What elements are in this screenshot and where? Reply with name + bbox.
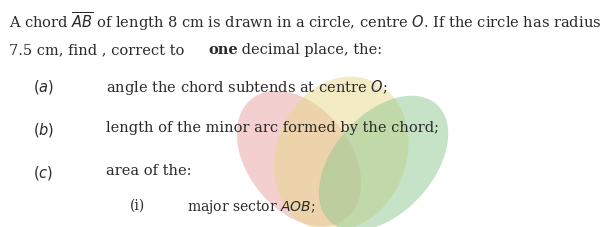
Text: angle the chord subtends at centre $O$;: angle the chord subtends at centre $O$; <box>106 77 388 96</box>
Ellipse shape <box>237 91 361 226</box>
Text: 7.5 cm, find , correct to: 7.5 cm, find , correct to <box>9 43 189 57</box>
Text: $(a)$: $(a)$ <box>33 77 54 95</box>
Text: (i): (i) <box>130 197 145 211</box>
Text: major sector $AOB$;: major sector $AOB$; <box>187 197 316 215</box>
Text: area of the:: area of the: <box>106 163 191 177</box>
Text: $(c)$: $(c)$ <box>33 163 53 181</box>
Ellipse shape <box>319 96 448 227</box>
Ellipse shape <box>274 77 408 227</box>
Text: A chord $\overline{AB}$ of length 8 cm is drawn in a circle, centre $O$. If the : A chord $\overline{AB}$ of length 8 cm i… <box>9 10 604 33</box>
Text: decimal place, the:: decimal place, the: <box>237 43 382 57</box>
Text: $(b)$: $(b)$ <box>33 120 54 138</box>
Text: one: one <box>208 43 238 57</box>
Text: length of the minor arc formed by the chord;: length of the minor arc formed by the ch… <box>106 120 439 134</box>
